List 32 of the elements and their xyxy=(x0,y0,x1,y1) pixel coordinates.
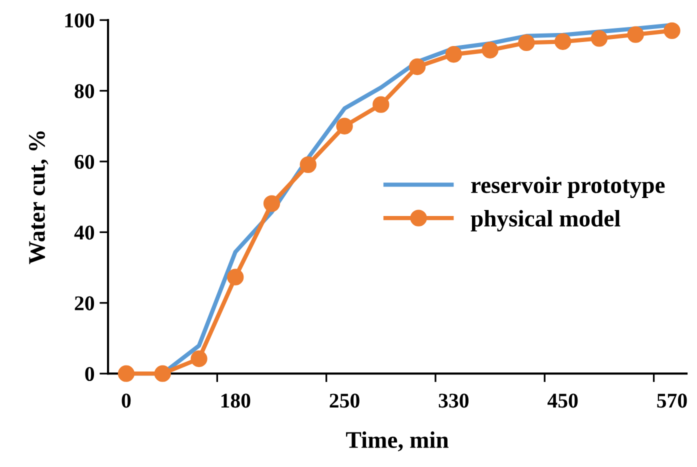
y-tick-label: 20 xyxy=(74,296,94,310)
legend-label: reservoir prototype xyxy=(471,176,665,198)
y-tick-label: 100 xyxy=(65,13,94,28)
x-tick-label: 0 xyxy=(122,394,131,408)
point xyxy=(590,30,608,47)
point xyxy=(482,42,498,58)
point xyxy=(154,365,171,382)
point xyxy=(664,22,680,40)
y-tick-label: 40 xyxy=(74,226,94,240)
x-tick-label: 250 xyxy=(330,394,360,408)
point xyxy=(408,58,426,76)
y-axis-title: Water cut, % xyxy=(28,131,48,264)
legend-label: physical model xyxy=(470,210,620,232)
x-tick-label: 450 xyxy=(548,394,578,408)
point xyxy=(372,96,390,113)
y-tick-label: 60 xyxy=(74,154,94,169)
point xyxy=(190,350,208,368)
x-tick-label: 330 xyxy=(438,394,469,408)
point xyxy=(554,33,572,50)
x-axis-title: Time, min xyxy=(346,431,449,452)
point xyxy=(263,195,280,212)
x-tick-label: 180 xyxy=(221,394,250,408)
point xyxy=(227,268,244,286)
point xyxy=(118,365,135,382)
y-tick-label: 80 xyxy=(74,84,94,98)
point xyxy=(300,156,316,174)
x-tick-label: 570 xyxy=(657,394,687,408)
point xyxy=(445,46,462,63)
point xyxy=(336,118,353,134)
point xyxy=(518,34,535,52)
point xyxy=(627,26,644,43)
y-tick-label: 0 xyxy=(85,366,94,382)
